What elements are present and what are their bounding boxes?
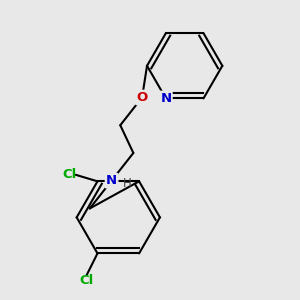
Text: H: H: [123, 177, 132, 190]
Text: O: O: [136, 91, 148, 104]
Text: N: N: [160, 92, 171, 105]
Text: N: N: [106, 174, 117, 187]
Text: Cl: Cl: [80, 274, 94, 287]
Text: Cl: Cl: [63, 168, 77, 181]
